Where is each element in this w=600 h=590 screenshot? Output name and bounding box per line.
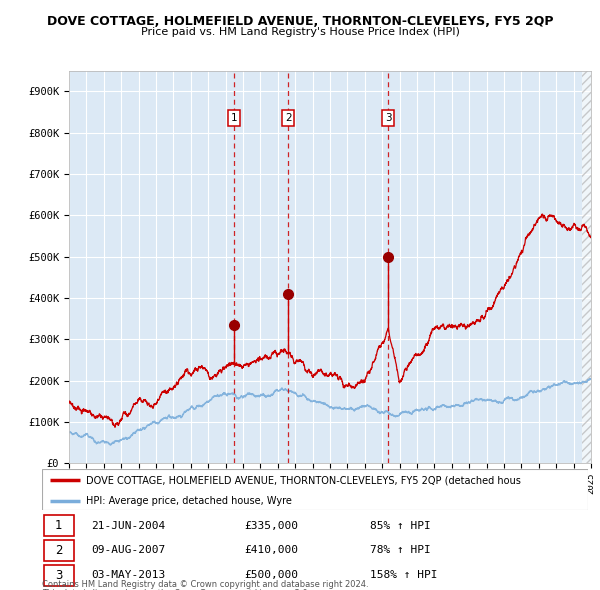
Bar (44, 540, 74, 561)
Text: DOVE COTTAGE, HOLMEFIELD AVENUE, THORNTON-CLEVELEYS, FY5 2QP (detached hous: DOVE COTTAGE, HOLMEFIELD AVENUE, THORNTO… (86, 475, 521, 485)
Bar (44, 515, 74, 536)
Text: This data is licensed under the Open Government Licence v3.0.: This data is licensed under the Open Gov… (42, 589, 310, 590)
Text: HPI: Average price, detached house, Wyre: HPI: Average price, detached house, Wyre (86, 496, 292, 506)
Text: 1: 1 (55, 519, 62, 532)
Text: 3: 3 (385, 113, 391, 123)
Text: £410,000: £410,000 (244, 546, 298, 555)
Text: 1: 1 (230, 113, 237, 123)
Text: £500,000: £500,000 (244, 571, 298, 580)
Bar (44, 565, 74, 586)
Text: £335,000: £335,000 (244, 521, 298, 530)
Text: 85% ↑ HPI: 85% ↑ HPI (370, 521, 430, 530)
Text: 158% ↑ HPI: 158% ↑ HPI (370, 571, 437, 580)
Text: 2: 2 (285, 113, 292, 123)
Text: 09-AUG-2007: 09-AUG-2007 (91, 546, 166, 555)
Text: 2: 2 (55, 544, 62, 557)
Text: Price paid vs. HM Land Registry's House Price Index (HPI): Price paid vs. HM Land Registry's House … (140, 27, 460, 37)
Text: Contains HM Land Registry data © Crown copyright and database right 2024.: Contains HM Land Registry data © Crown c… (42, 580, 368, 589)
Text: 21-JUN-2004: 21-JUN-2004 (91, 521, 166, 530)
Text: 78% ↑ HPI: 78% ↑ HPI (370, 546, 430, 555)
Text: 3: 3 (55, 569, 62, 582)
Text: DOVE COTTAGE, HOLMEFIELD AVENUE, THORNTON-CLEVELEYS, FY5 2QP: DOVE COTTAGE, HOLMEFIELD AVENUE, THORNTO… (47, 15, 553, 28)
Text: 03-MAY-2013: 03-MAY-2013 (91, 571, 166, 580)
